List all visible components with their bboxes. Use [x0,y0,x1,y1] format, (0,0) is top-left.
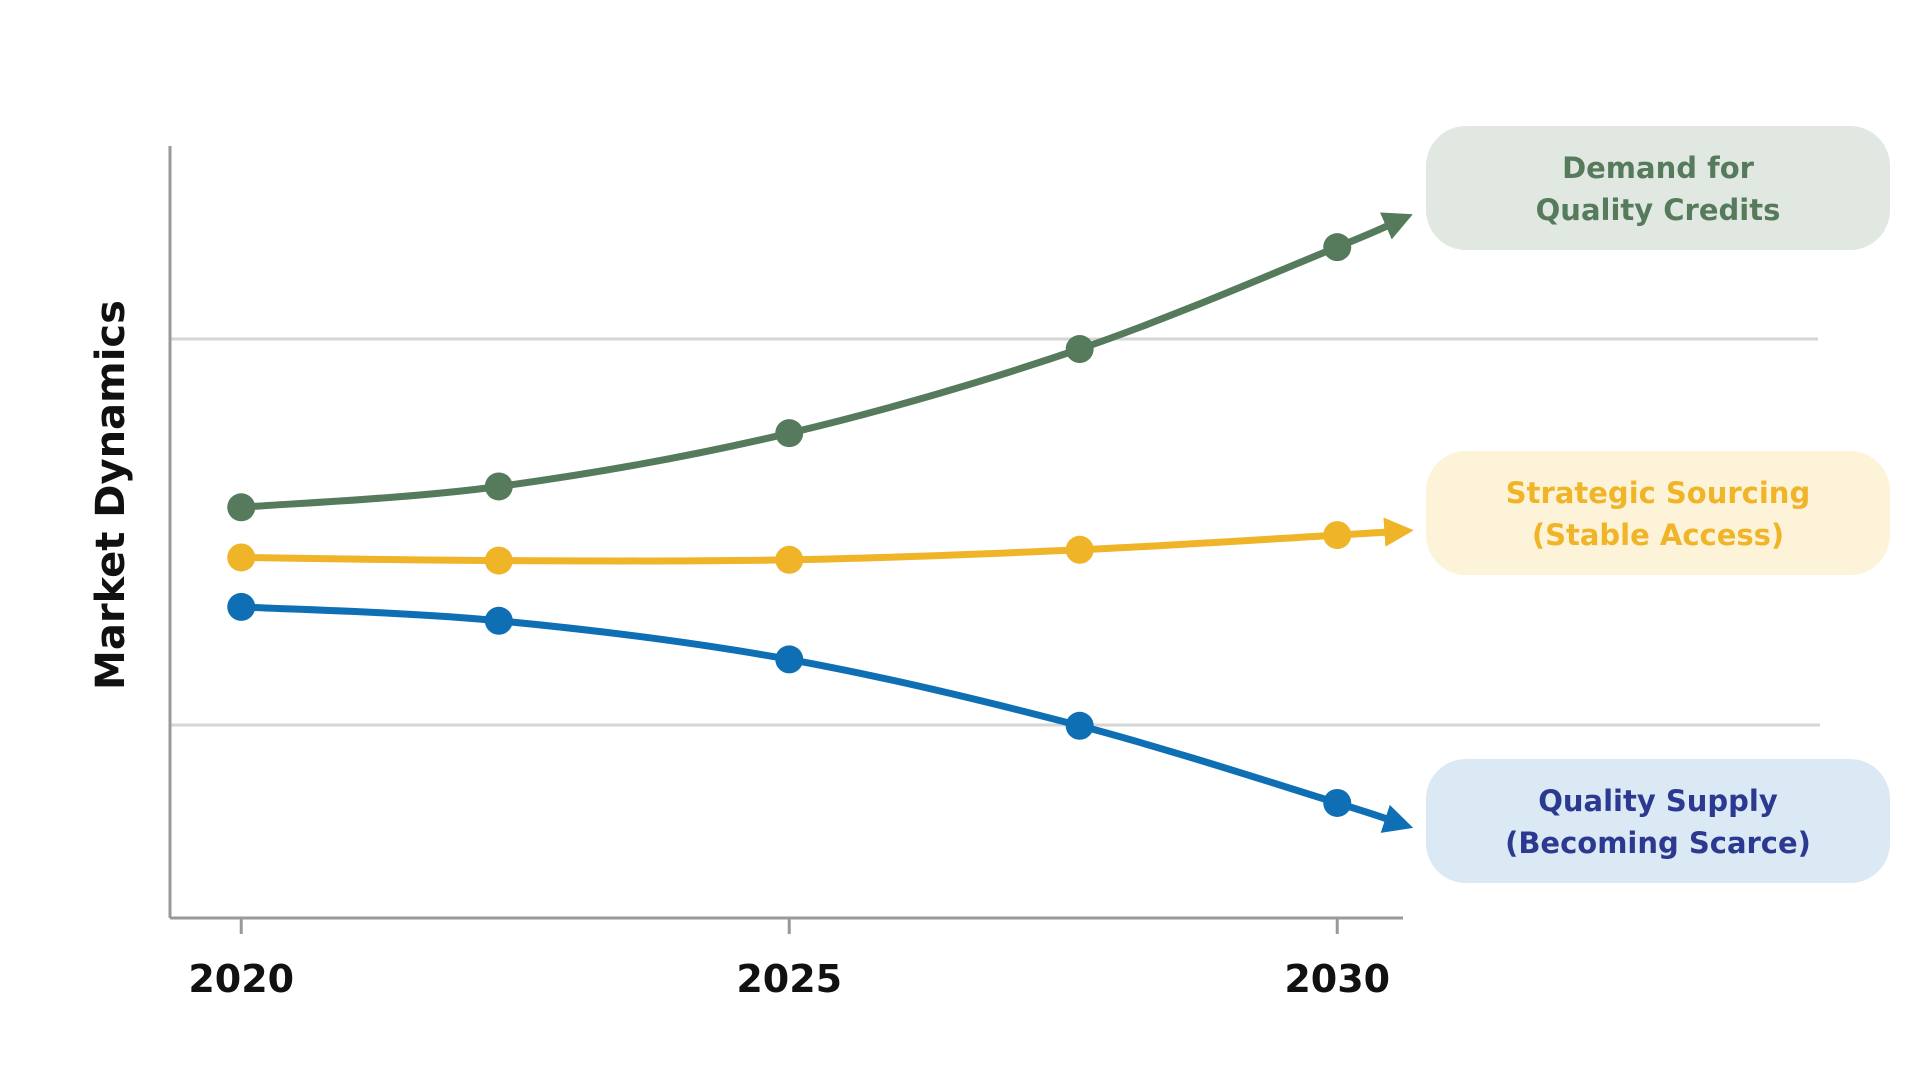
data-point-s1-4 [1065,335,1094,364]
series-callout-label-1-2: Quality Credits [1536,193,1781,227]
series-line-1 [237,212,1413,511]
data-point-s3-4 [1065,711,1094,740]
data-point-s3-1 [227,592,256,621]
series-callout-box-1 [1426,126,1890,250]
data-point-s2-3 [775,545,804,574]
data-point-s1-5 [1323,233,1352,262]
series-callout-label-1-1: Demand for [1562,151,1755,185]
x-tick-label-2025: 2025 [736,957,842,1001]
data-point-s2-5 [1323,521,1352,550]
series-line-2 [237,517,1414,565]
data-point-s2-4 [1065,535,1094,564]
x-ticks: 2020 2025 2030 [188,918,1390,1001]
data-point-s2-1 [227,543,256,572]
data-point-s3-2 [484,606,513,635]
data-point-s1-2 [484,472,513,501]
data-point-s3-3 [775,645,804,674]
series-callout-box-2 [1426,451,1890,575]
series-callout-label-2-1: Strategic Sourcing [1506,476,1810,510]
x-tick-label-2020: 2020 [188,957,294,1001]
series-callout-box-3 [1426,759,1890,883]
x-tick-label-2030: 2030 [1284,957,1390,1001]
series-callout-label-2-2: (Stable Access) [1532,518,1784,552]
series-callout-label-3-1: Quality Supply [1538,784,1778,818]
axes: Market Dynamics [88,146,1403,920]
series-callouts: Demand for Quality Credits Strategic Sourc… [1426,126,1890,883]
series-layer [227,212,1414,833]
series-callout-label-3-2: (Becoming Scarce) [1505,826,1811,860]
data-point-s2-2 [484,546,513,575]
series-line-3 [237,603,1414,833]
data-point-s3-5 [1323,788,1352,817]
data-point-s1-1 [227,493,256,522]
y-axis-title: Market Dynamics [88,300,134,690]
gridlines [170,337,1820,727]
data-point-s1-3 [775,419,804,448]
